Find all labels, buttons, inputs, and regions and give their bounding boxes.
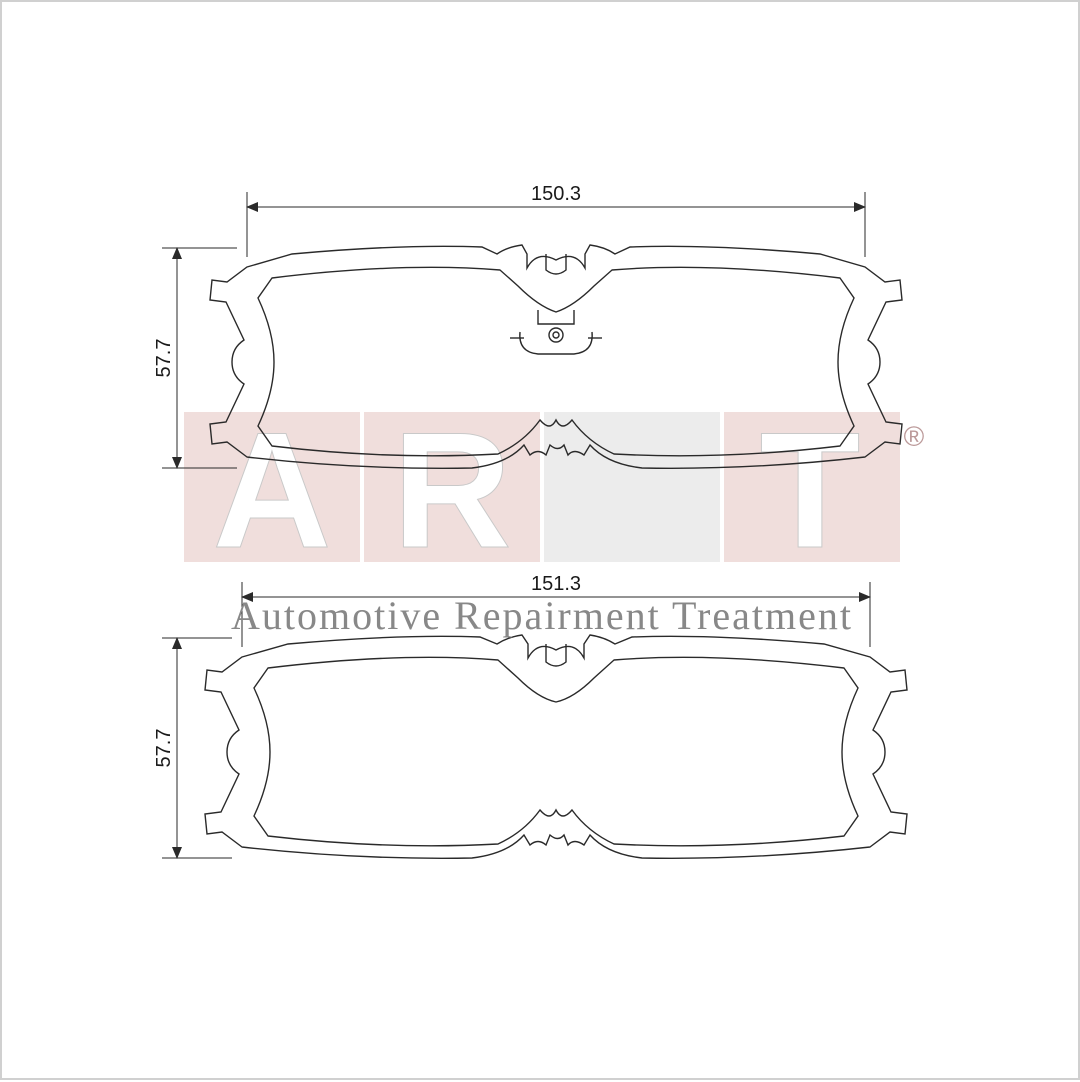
watermark-tagline: Automotive Repairment Treatment (2, 592, 1080, 639)
top-width-label: 150.3 (531, 183, 581, 205)
top-brake-pad (210, 245, 902, 468)
diagram-canvas: A R T ® (0, 0, 1080, 1080)
bottom-brake-pad (205, 635, 907, 858)
top-height-label: 57.7 (153, 339, 175, 378)
top-pad-dimensions: 150.3 57.7 (153, 183, 865, 468)
bottom-height-label: 57.7 (153, 729, 175, 768)
technical-drawing: 150.3 57.7 151.3 (2, 2, 1080, 1082)
